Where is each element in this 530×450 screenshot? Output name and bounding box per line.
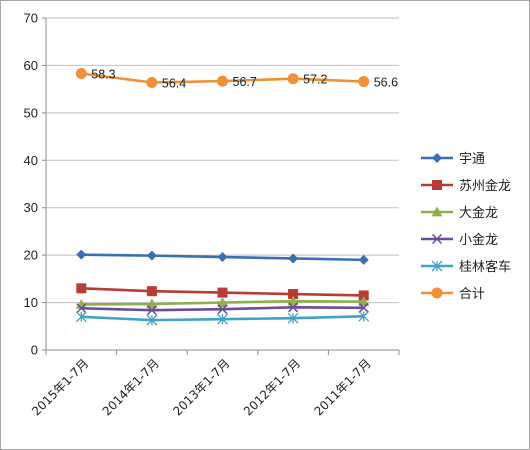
legend-marker xyxy=(431,260,443,272)
legend-item: 大金龙 xyxy=(421,205,498,221)
data-point xyxy=(358,76,370,88)
series-5 xyxy=(75,67,370,89)
series-1 xyxy=(76,283,369,301)
x-axis-ticks: 2015年1-7月 2014年1-7月 2013年1-7月 2012年1-7月 2011… xyxy=(29,350,400,419)
data-label: 56.4 xyxy=(162,77,186,91)
data-point xyxy=(358,254,369,265)
data-point xyxy=(217,297,228,307)
data-label: 57.2 xyxy=(303,73,327,87)
y-tick-label: 20 xyxy=(24,248,38,263)
series-4 xyxy=(75,310,370,326)
legend-marker xyxy=(432,180,442,190)
data-point xyxy=(217,252,228,263)
y-tick-label: 60 xyxy=(24,58,38,73)
data-point xyxy=(288,302,299,313)
data-point xyxy=(217,313,228,325)
legend-label: 桂林客车 xyxy=(459,259,511,275)
legend-marker xyxy=(431,206,443,217)
data-point xyxy=(358,310,370,322)
data-point xyxy=(76,283,87,294)
data-point xyxy=(146,77,158,89)
x-tick-label: 2012年1-7月 xyxy=(241,356,303,418)
legend-item: 苏州金龙 xyxy=(421,178,511,194)
data-point xyxy=(76,303,87,314)
x-tick-label: 2015年1-7月 xyxy=(29,356,91,418)
data-point xyxy=(288,253,299,264)
x-tick-label: 2013年1-7月 xyxy=(170,356,232,418)
data-point xyxy=(146,314,158,326)
data-point xyxy=(287,312,299,324)
data-label: 56.7 xyxy=(233,75,257,89)
x-tick-label: 2014年1-7月 xyxy=(100,356,162,418)
data-point xyxy=(287,295,299,306)
data-point xyxy=(146,286,157,297)
data-labels: 58.3 56.4 56.7 57.2 56.6 xyxy=(91,67,398,90)
legend-item: 桂林客车 xyxy=(421,259,511,275)
data-point xyxy=(75,67,87,79)
data-point xyxy=(146,305,157,316)
y-tick-label: 0 xyxy=(31,343,38,358)
data-point xyxy=(217,287,228,298)
legend-label: 大金龙 xyxy=(459,205,498,221)
y-tick-label: 40 xyxy=(24,153,38,168)
y-tick-label: 50 xyxy=(24,105,38,120)
data-point xyxy=(76,249,87,260)
data-point xyxy=(288,289,299,300)
legend-marker xyxy=(432,153,442,163)
x-tick-label: 2011年1-7月 xyxy=(311,356,373,418)
series-0 xyxy=(76,249,369,265)
legend-marker xyxy=(431,287,443,299)
legend-marker xyxy=(431,233,443,245)
data-point xyxy=(146,250,157,261)
y-tick-label: 30 xyxy=(24,200,38,215)
data-point xyxy=(358,290,369,301)
series-layer xyxy=(75,67,370,326)
data-point xyxy=(217,304,228,315)
data-label: 56.6 xyxy=(374,76,398,90)
y-tick-label: 70 xyxy=(24,11,38,26)
data-point xyxy=(146,298,158,309)
series-3 xyxy=(76,302,369,316)
data-point xyxy=(358,302,369,313)
data-point xyxy=(358,296,370,307)
data-point xyxy=(287,73,299,85)
legend-label: 宇通 xyxy=(459,152,485,167)
legend-item: 小金龙 xyxy=(421,232,498,248)
data-point xyxy=(217,75,228,87)
legend-label: 苏州金龙 xyxy=(459,178,511,194)
data-label: 58.3 xyxy=(91,67,115,81)
y-tick-label: 10 xyxy=(24,295,38,310)
y-axis-ticks: 0 10 20 30 40 50 60 70 xyxy=(24,11,46,358)
data-point xyxy=(75,311,87,323)
legend-label: 小金龙 xyxy=(459,232,498,248)
legend-item: 宇通 xyxy=(421,152,485,167)
legend-label: 合计 xyxy=(459,287,485,302)
legend-item: 合计 xyxy=(421,287,485,302)
